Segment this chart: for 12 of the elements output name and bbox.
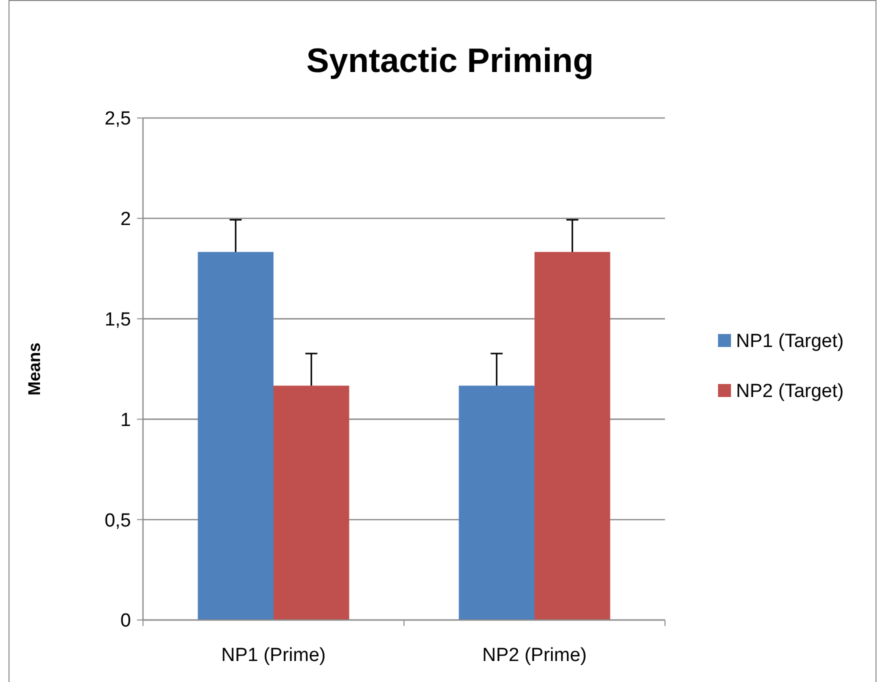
y-axis-title: Means <box>25 342 44 396</box>
y-tick-label: 2,5 <box>104 108 131 130</box>
y-tick-label: 1,5 <box>104 309 131 330</box>
y-tick-label: 0,5 <box>104 510 131 532</box>
y-tick-label: 0 <box>120 610 131 632</box>
y-tick-label: 2 <box>120 209 131 230</box>
legend-label: NP1 (Target) <box>736 331 844 352</box>
x-tick-label: NP1 (Prime) <box>221 645 326 666</box>
x-tick-label: NP2 (Prime) <box>482 645 587 666</box>
legend-label: NP2 (Target) <box>736 381 844 402</box>
chart-title: Syntactic Priming <box>306 42 594 80</box>
y-tick-label: 1 <box>120 410 131 431</box>
